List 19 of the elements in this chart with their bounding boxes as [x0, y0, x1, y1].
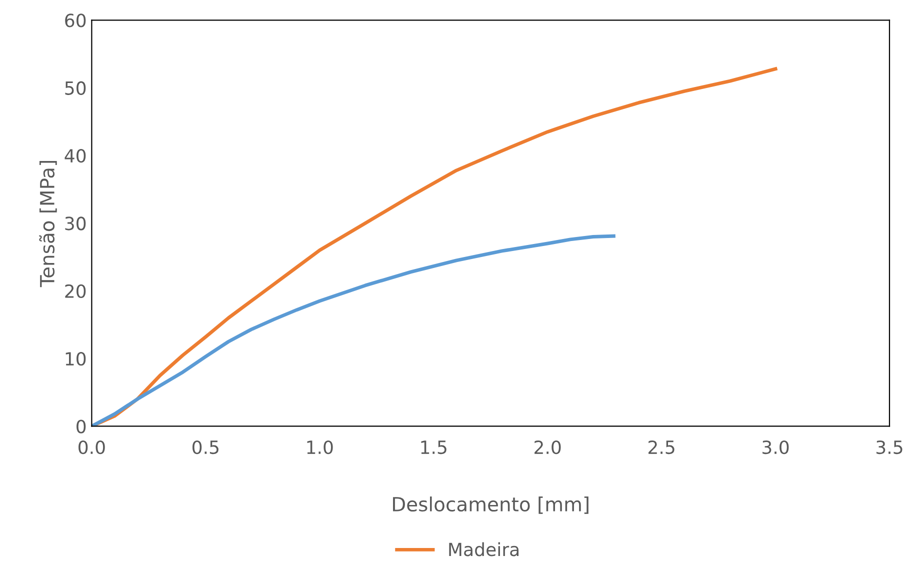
- legend-label: Madeira: [449, 542, 518, 556]
- y-tick-label: 30: [65, 216, 86, 230]
- x-tick-label: 3.0: [762, 440, 789, 454]
- y-tick-label: 20: [65, 284, 86, 298]
- x-tick-label: 0.5: [192, 440, 218, 454]
- y-tick-label: 40: [64, 148, 86, 163]
- line-series: [92, 234, 616, 426]
- x-tick-label: 2.5: [648, 440, 674, 454]
- x-tick-label: 1.0: [307, 440, 333, 454]
- y-tick-label: 60: [65, 14, 86, 28]
- y-tick-label: 10: [66, 352, 86, 366]
- y-tick-label: 50: [65, 81, 86, 95]
- x-axis-title: Deslocamento [mm]: [393, 496, 588, 514]
- x-tick-label: 2.0: [534, 440, 561, 454]
- y-axis-title: Tensão [MPa]: [39, 161, 57, 288]
- x-tick-label: 0.0: [78, 440, 105, 454]
- x-tick-label: 1.5: [421, 440, 446, 454]
- y-tick-label: 0: [76, 420, 86, 434]
- x-tick-label: 3.5: [876, 440, 902, 454]
